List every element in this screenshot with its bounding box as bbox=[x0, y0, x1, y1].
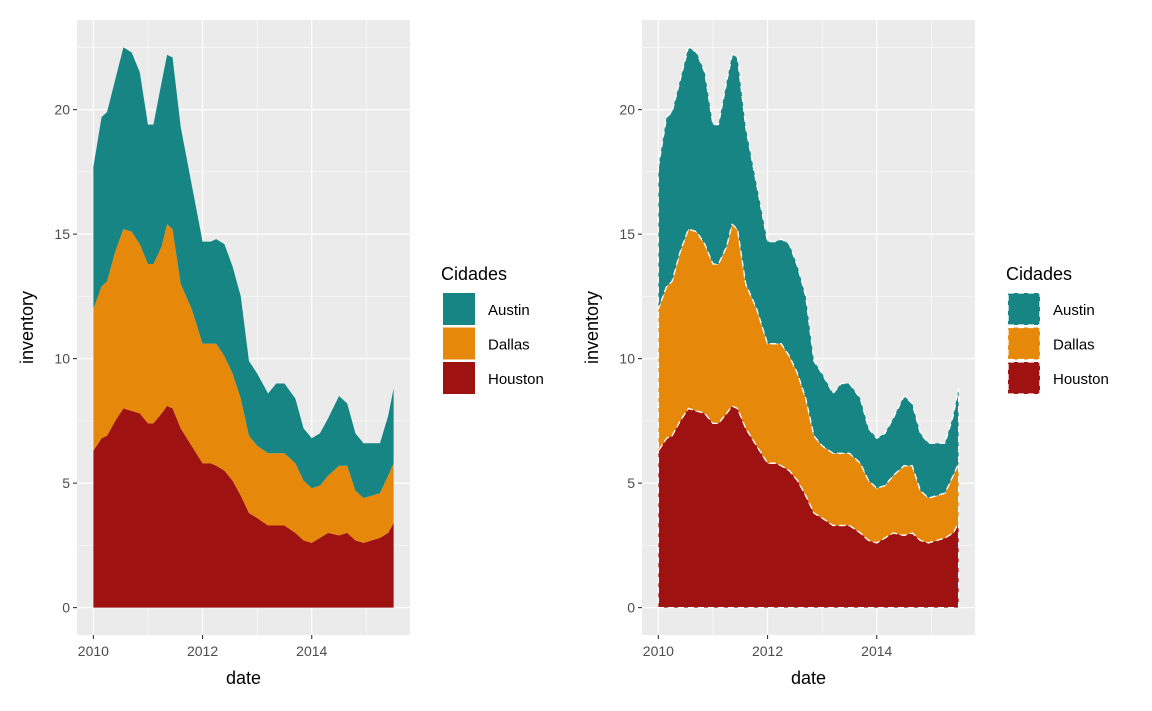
axes: 0 5 10 15 20 2010 2012 2014 bbox=[54, 102, 327, 659]
area-dallas bbox=[657, 223, 960, 544]
legend-key-dallas bbox=[443, 327, 475, 360]
legend-key-houston bbox=[443, 362, 475, 394]
area-austin bbox=[657, 46, 960, 499]
legend-label-dallas: Dallas bbox=[488, 337, 530, 354]
area-houston bbox=[93, 405, 394, 608]
legend-label-houston: Houston bbox=[1053, 371, 1109, 388]
y-tick-label: 0 bbox=[627, 600, 635, 616]
y-tick-label: 0 bbox=[62, 600, 70, 616]
x-tick-label: 2014 bbox=[296, 643, 327, 659]
legend-label-austin: Austin bbox=[488, 302, 530, 319]
legend: Cidades Austin Dallas Houston bbox=[441, 264, 544, 394]
area-layers bbox=[657, 46, 960, 609]
x-axis-title: date bbox=[791, 668, 826, 688]
chart-panel-1: 0 5 10 15 20 2010 2012 2014 date inventory Cidades… bbox=[17, 20, 544, 688]
x-tick-label: 2014 bbox=[861, 643, 892, 659]
y-tick-label: 5 bbox=[627, 475, 635, 491]
legend-title: Cidades bbox=[441, 264, 507, 284]
y-tick-label: 20 bbox=[54, 102, 70, 118]
legend: Cidades Austin Dallas Houston bbox=[1006, 264, 1109, 395]
y-tick-label: 10 bbox=[619, 351, 635, 367]
legend-key-austin bbox=[443, 293, 475, 325]
chart-panel-2: 0 5 10 15 20 2010 2012 2014 date inventory Cidades… bbox=[582, 20, 1109, 688]
axes: 0 5 10 15 20 2010 2012 2014 bbox=[619, 102, 892, 659]
x-tick-label: 2012 bbox=[187, 643, 218, 659]
legend-label-dallas: Dallas bbox=[1053, 337, 1095, 354]
legend-key-dallas bbox=[1007, 326, 1041, 361]
y-tick-label: 15 bbox=[619, 226, 635, 242]
legend-label-houston: Houston bbox=[488, 371, 544, 388]
legend-key-houston bbox=[1007, 361, 1041, 395]
legend-title: Cidades bbox=[1006, 264, 1072, 284]
area-austin bbox=[93, 47, 394, 499]
y-axis-title: inventory bbox=[582, 291, 602, 364]
x-tick-label: 2012 bbox=[752, 643, 783, 659]
x-axis-title: date bbox=[226, 668, 261, 688]
y-tick-label: 5 bbox=[62, 475, 70, 491]
y-tick-label: 20 bbox=[619, 102, 635, 118]
legend-key-austin bbox=[1007, 292, 1041, 326]
x-tick-label: 2010 bbox=[78, 643, 109, 659]
x-tick-label: 2010 bbox=[643, 643, 674, 659]
y-tick-label: 10 bbox=[54, 351, 70, 367]
area-dallas bbox=[93, 224, 394, 543]
y-tick-label: 15 bbox=[54, 226, 70, 242]
legend-label-austin: Austin bbox=[1053, 302, 1095, 319]
area-layers bbox=[93, 47, 394, 608]
y-axis-title: inventory bbox=[17, 291, 37, 364]
